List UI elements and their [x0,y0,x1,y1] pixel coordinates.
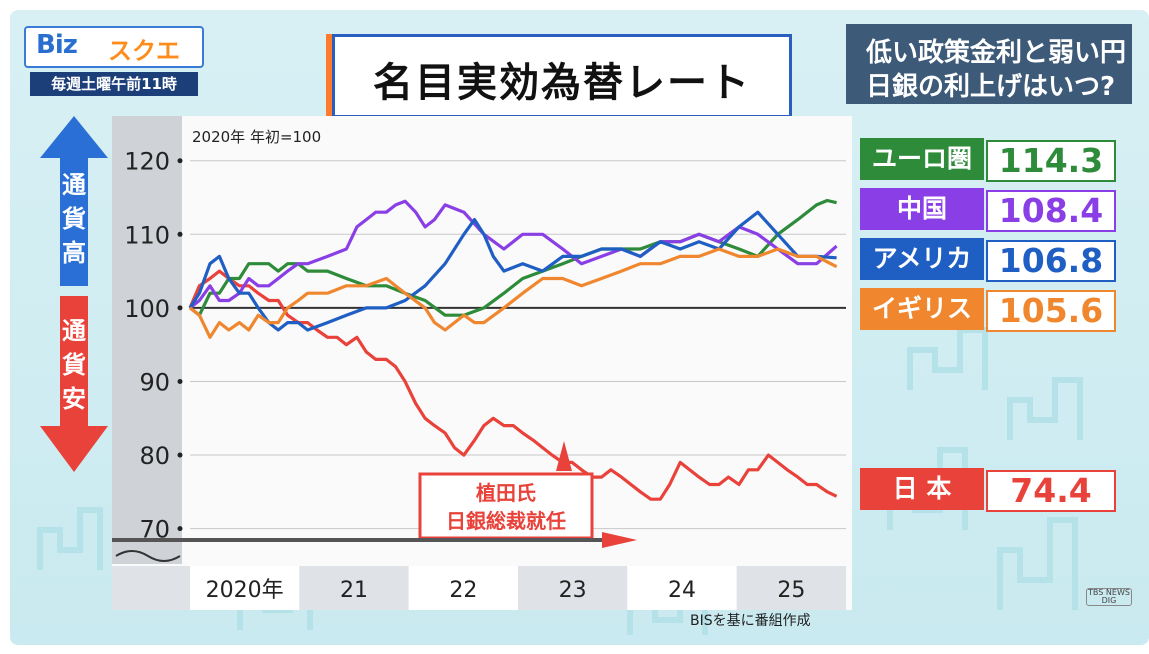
title-panel: 名目実効為替レート [332,34,792,118]
headline-line-1: 低い政策金利と弱い円 [866,38,1127,68]
currency-up-label: 通貨高 [62,171,86,267]
x-band-corner [112,566,190,610]
currency-direction-arrows [40,116,108,472]
annotation-pointer [556,441,572,471]
logo-main-text: Biz [36,30,78,60]
legend-item: イギリス 105.6 [860,288,1116,332]
x-band [627,566,737,610]
broadcast-schedule: 毎週土曜午前11時 [30,72,198,96]
x-tick-label: 23 [559,578,587,603]
y-tick-label: 120 [124,148,170,176]
page-title: 名目実効為替レート [373,60,751,106]
x-tick-label: 25 [777,578,805,603]
x-band [408,566,518,610]
legend-item: 中国 108.4 [860,188,1116,232]
x-tick-label: 24 [668,578,696,603]
y-tick-dot [177,305,183,311]
legend-value: 106.8 [986,240,1116,282]
source-note: BISを基に番組作成 [690,613,811,629]
x-band [736,566,846,610]
x-tick-label: 21 [340,578,368,603]
legend-value: 108.4 [986,190,1116,232]
x-band [190,566,300,610]
x-band [518,566,628,610]
x-tick-label: 22 [449,578,477,603]
y-tick-dot [177,158,183,164]
y-axis-band [112,116,182,564]
legend-item: ユーロ圏 114.3 [860,138,1116,182]
axis-break-icon [115,550,181,562]
legend-item: 日 本 74.4 [860,468,1116,512]
legend-item: アメリカ 106.8 [860,238,1116,282]
currency-down-label: 通貨安 [62,317,86,413]
up-arrow-icon [40,116,108,286]
headline-line-2: 日銀の利上げはいつ? [866,72,1116,102]
broadcaster-watermark: TBS NEWS DIG [1086,588,1132,606]
legend-value: 74.4 [986,470,1116,512]
chart-subtitle: 2020年 年初=100 [192,128,321,146]
legend-name: ユーロ圏 [860,138,984,180]
legend-value: 105.6 [986,290,1116,332]
down-arrow-icon [40,296,108,472]
legend-name: 日 本 [860,468,984,510]
series-line-イギリス [189,247,838,339]
x-band [299,566,409,610]
legend-name: アメリカ [860,238,984,280]
series-line-アメリカ [188,210,837,332]
y-tick-dot [177,452,183,458]
y-tick-dot [177,526,183,532]
legend-name: 中国 [860,188,984,230]
y-tick-label: 90 [139,368,170,396]
annotation-line-1: 植田氏 [476,481,536,505]
timeline-arrow-icon [602,532,637,548]
y-tick-dot [177,231,183,237]
series-line-中国 [189,199,838,310]
broadcast-frame: Biz スクエア 毎週土曜午前11時 名目実効為替レート 低い政策金利と弱い円 … [10,10,1149,645]
x-tick-label: 2020年 [206,578,284,603]
y-tick-dot [177,378,183,384]
y-tick-label: 80 [139,442,170,470]
y-tick-label: 110 [124,221,170,249]
headline-panel: 低い政策金利と弱い円 日銀の利上げはいつ? [846,24,1132,104]
legend-name: イギリス [860,288,984,330]
annotation-line-2: 日銀総裁就任 [446,509,566,533]
annotation-box [418,472,594,540]
show-logo: Biz スクエア [24,26,204,100]
y-tick-label: 100 [124,295,170,323]
legend-value: 114.3 [986,140,1116,182]
